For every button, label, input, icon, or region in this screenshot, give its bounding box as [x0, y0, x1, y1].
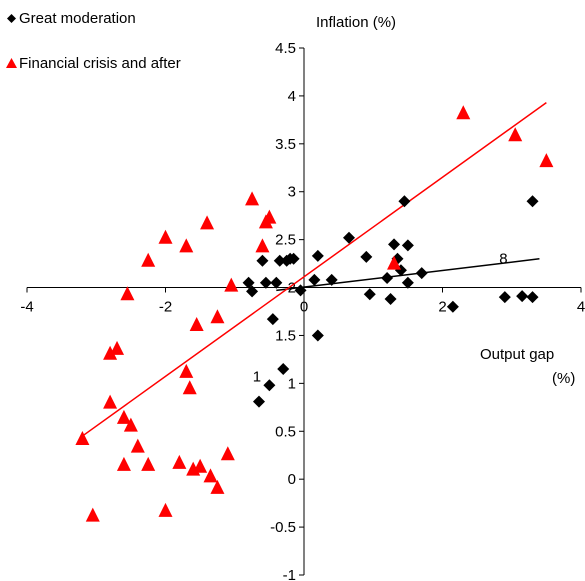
- data-point-diamond: [325, 273, 338, 286]
- data-point-triangle: [179, 363, 194, 378]
- data-point-diamond: [384, 293, 397, 306]
- data-point-triangle: [539, 153, 554, 168]
- data-point-diamond: [263, 379, 276, 392]
- y-tick-label: 4: [288, 88, 296, 105]
- data-point-triangle: [210, 309, 225, 324]
- data-point-diamond: [311, 329, 324, 342]
- data-point-diamond: [516, 290, 529, 303]
- x-axis-title-line-2: (%): [552, 370, 576, 387]
- data-point-diamond: [363, 288, 376, 301]
- y-tick-label: 1.5: [275, 327, 296, 344]
- trendline-series-0: [276, 258, 540, 292]
- data-point-diamond: [277, 362, 290, 375]
- diamond-icon: [4, 13, 18, 23]
- data-point-triangle: [182, 380, 197, 395]
- data-point-diamond: [308, 273, 321, 286]
- data-point-triangle: [224, 277, 239, 292]
- data-point-triangle: [110, 340, 125, 355]
- data-point-diamond: [526, 291, 539, 304]
- data-point-diamond: [246, 285, 259, 298]
- x-tick-label: 0: [300, 299, 308, 316]
- data-point-diamond: [360, 250, 373, 263]
- data-point-triangle: [103, 345, 118, 360]
- data-point-diamond: [343, 231, 356, 244]
- data-point-diamond: [273, 254, 286, 267]
- data-point-triangle: [85, 507, 100, 522]
- data-point-diamond: [259, 276, 272, 289]
- data-point-triangle: [158, 502, 173, 517]
- x-tick-label: 2: [438, 299, 446, 316]
- legend-item-great-moderation: Great moderation: [4, 8, 181, 28]
- data-point-diamond: [526, 195, 539, 208]
- data-point-diamond: [381, 271, 394, 284]
- data-point-diamond: [311, 249, 324, 262]
- y-tick-label: 3.5: [275, 136, 296, 153]
- data-point-diamond: [415, 267, 428, 280]
- y-tick-label: 3: [288, 184, 296, 201]
- trendline-series-1: [81, 102, 547, 437]
- data-point-triangle: [103, 394, 118, 409]
- data-point-triangle: [120, 286, 135, 301]
- data-point-triangle: [179, 238, 194, 253]
- y-tick-label: -0.5: [270, 519, 296, 536]
- data-point-triangle: [158, 229, 173, 244]
- data-point-triangle: [172, 454, 187, 469]
- y-tick-label: 0: [288, 471, 296, 488]
- data-point-diamond: [270, 276, 283, 289]
- data-point-triangle: [245, 191, 260, 206]
- data-point-triangle: [75, 430, 90, 445]
- data-point-triangle: [508, 127, 523, 142]
- data-point-triangle: [141, 456, 156, 471]
- data-point-diamond: [242, 276, 255, 289]
- data-point-triangle: [193, 458, 208, 473]
- data-point-diamond: [401, 276, 414, 289]
- data-point-diamond: [294, 284, 307, 297]
- annotation-label: 8: [499, 251, 507, 268]
- data-point-diamond: [256, 254, 269, 267]
- data-point-triangle: [116, 456, 131, 471]
- data-point-diamond: [401, 239, 414, 252]
- data-point-triangle: [210, 479, 225, 494]
- y-axis-title: Inflation (%): [316, 14, 397, 31]
- y-tick-label: 2.5: [275, 232, 296, 249]
- data-point-triangle: [141, 252, 156, 267]
- data-point-diamond: [287, 252, 300, 265]
- x-tick-label: -2: [159, 299, 172, 316]
- data-point-triangle: [255, 238, 270, 253]
- data-point-diamond: [398, 195, 411, 208]
- y-tick-label: 4.5: [275, 40, 296, 57]
- x-axis-title-line-1: Output gap: [480, 346, 555, 363]
- data-point-diamond: [446, 300, 459, 313]
- legend-label: Great moderation: [19, 9, 136, 27]
- legend-label: Financial crisis and after: [19, 54, 181, 72]
- data-point-diamond: [252, 395, 265, 408]
- y-tick-label: 1: [288, 375, 296, 392]
- y-tick-label: 0.5: [275, 423, 296, 440]
- y-tick-label: -1: [283, 567, 296, 581]
- data-point-triangle: [200, 215, 215, 230]
- legend-item-financial-crisis: Financial crisis and after: [4, 53, 181, 73]
- data-point-triangle: [123, 417, 138, 432]
- data-point-triangle: [262, 209, 277, 224]
- x-tick-label: 4: [577, 299, 585, 316]
- data-point-triangle: [203, 468, 218, 483]
- data-point-triangle: [456, 105, 471, 120]
- data-point-diamond: [266, 313, 279, 326]
- data-point-triangle: [130, 438, 145, 453]
- annotation-label: 1: [253, 368, 261, 385]
- triangle-icon: [4, 58, 18, 68]
- data-point-triangle: [189, 316, 204, 331]
- data-point-diamond: [388, 238, 401, 251]
- x-tick-label: -4: [20, 299, 33, 316]
- data-point-triangle: [220, 446, 235, 461]
- data-point-diamond: [498, 291, 511, 304]
- legend: Great moderation Financial crisis and af…: [4, 8, 181, 98]
- data-point-triangle: [387, 255, 402, 270]
- data-point-triangle: [116, 409, 131, 424]
